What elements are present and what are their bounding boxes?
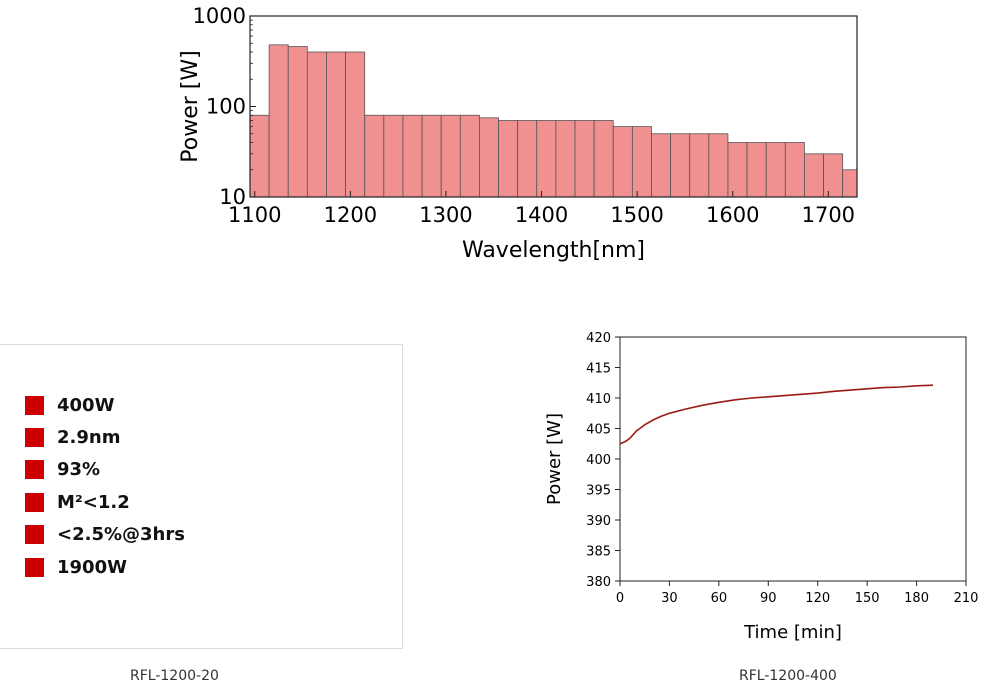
spec-beam-quality: M²<1.2 (57, 491, 130, 513)
spec-item: 400W (25, 389, 185, 421)
stability-x-tick-label: 30 (661, 591, 678, 606)
stability-x-tick-label: 150 (855, 591, 880, 606)
spectrum-y-tick-label: 10 (219, 185, 246, 209)
stability-x-axis-label: Time [min] (743, 622, 842, 643)
stability-y-tick-label: 410 (586, 392, 611, 407)
spectrum-bar (268, 44, 289, 198)
spec-power: 400W (57, 394, 115, 416)
spectrum-bar (708, 133, 729, 198)
stability-y-tick-label: 400 (586, 453, 611, 468)
stability-y-tick-label: 420 (586, 331, 611, 346)
spec-bullet-icon (25, 460, 44, 480)
spectrum-chart: 1100 1200 1300 1400 1500 1600 1700 10 100 1000 Wav… (178, 4, 858, 263)
spectrum-bar (765, 142, 786, 198)
spec-efficiency: 93% (57, 459, 101, 481)
spectrum-bar (326, 51, 346, 198)
spec-bullet-icon (25, 525, 44, 545)
spectrum-bar (306, 51, 327, 198)
caption-left: RFL-1200-20 (130, 668, 219, 684)
stability-series-line (619, 384, 934, 445)
spec-item: <2.5%@3hrs (25, 519, 185, 551)
spectrum-bar (670, 133, 691, 198)
spectrum-bar (440, 114, 461, 198)
spectrum-bar (517, 120, 538, 198)
spectrum-bar (842, 169, 858, 198)
stability-y-axis-label: Power [W] (544, 413, 565, 505)
spectrum-bar (804, 153, 824, 198)
spectrum-bar (459, 114, 480, 198)
spectrum-x-tick-label: 1600 (706, 203, 759, 227)
spectrum-x-tick-label: 1500 (610, 203, 663, 227)
stability-y-tick-label: 390 (586, 514, 611, 529)
spectrum-x-axis-label: Wavelength[nm] (462, 238, 645, 263)
spectrum-y-tick-label: 100 (206, 95, 246, 119)
spec-list: 400W 2.9nm 93% M²<1.2 <2.5%@3hrs 1900W (25, 389, 185, 583)
stability-x-tick-label: 90 (760, 591, 777, 606)
spectrum-bar (574, 120, 595, 198)
stability-y-tick-label: 415 (586, 362, 611, 377)
spec-max-power: 1900W (57, 556, 127, 578)
stability-chart: 0 30 60 90 120 150 180 210 380 385 390 395 400 405 410… (544, 331, 979, 643)
spec-stability: <2.5%@3hrs (57, 524, 185, 546)
stability-y-tick-label: 405 (586, 423, 611, 438)
spectrum-bar (383, 114, 404, 198)
spectrum-bar (593, 120, 614, 198)
spectrum-bar (612, 126, 633, 198)
spectrum-bar (345, 51, 366, 198)
spectrum-bar (823, 153, 844, 198)
spectrum-y-tick-label: 1000 (193, 4, 246, 28)
spectrum-x-tick-label: 1700 (802, 203, 855, 227)
spectrum-bar (421, 114, 442, 198)
stability-y-tick-label: 380 (586, 575, 611, 590)
spectrum-bar (651, 133, 671, 198)
stability-x-tick-label: 180 (904, 591, 929, 606)
stability-y-tick-label: 395 (586, 484, 611, 499)
stability-x-tick-label: 60 (711, 591, 728, 606)
spectrum-bar (249, 114, 270, 198)
stability-x-tick-label: 0 (616, 591, 624, 606)
stability-y-tick-label: 385 (586, 545, 611, 560)
spectrum-bar (536, 120, 557, 198)
spec-bullet-icon (25, 395, 44, 415)
spectrum-bar (287, 46, 308, 198)
stability-x-tick-label: 120 (805, 591, 830, 606)
spectrum-x-tick-label: 1300 (419, 203, 472, 227)
spec-bandwidth: 2.9nm (57, 427, 121, 449)
spectrum-bar (555, 120, 576, 198)
spectrum-x-tick-label: 1200 (324, 203, 377, 227)
spec-item: 2.9nm (25, 421, 185, 453)
spectrum-bar (498, 120, 519, 198)
spec-item: 93% (25, 454, 185, 486)
spec-bullet-icon (25, 557, 44, 577)
spec-bullet-icon (25, 492, 44, 512)
spec-item: 1900W (25, 551, 185, 583)
spectrum-bar (689, 133, 710, 198)
spectrum-bar (727, 142, 748, 198)
spec-panel: 400W 2.9nm 93% M²<1.2 <2.5%@3hrs 1900W (0, 344, 403, 649)
spec-item: M²<1.2 (25, 486, 185, 518)
spectrum-bar (746, 142, 767, 198)
spec-bullet-icon (25, 428, 44, 448)
spectrum-bar (402, 114, 423, 198)
spectrum-bar (784, 142, 805, 198)
stability-x-tick-label: 210 (954, 591, 979, 606)
spectrum-x-tick-label: 1100 (228, 203, 281, 227)
spectrum-bar (364, 114, 385, 198)
spectrum-bar (479, 117, 499, 198)
spectrum-bar (631, 126, 652, 198)
spectrum-y-axis-label: Power [W] (178, 50, 203, 162)
stability-plot-frame (619, 336, 967, 582)
caption-right: RFL-1200-400 (739, 668, 837, 684)
spectrum-x-tick-label: 1400 (515, 203, 568, 227)
